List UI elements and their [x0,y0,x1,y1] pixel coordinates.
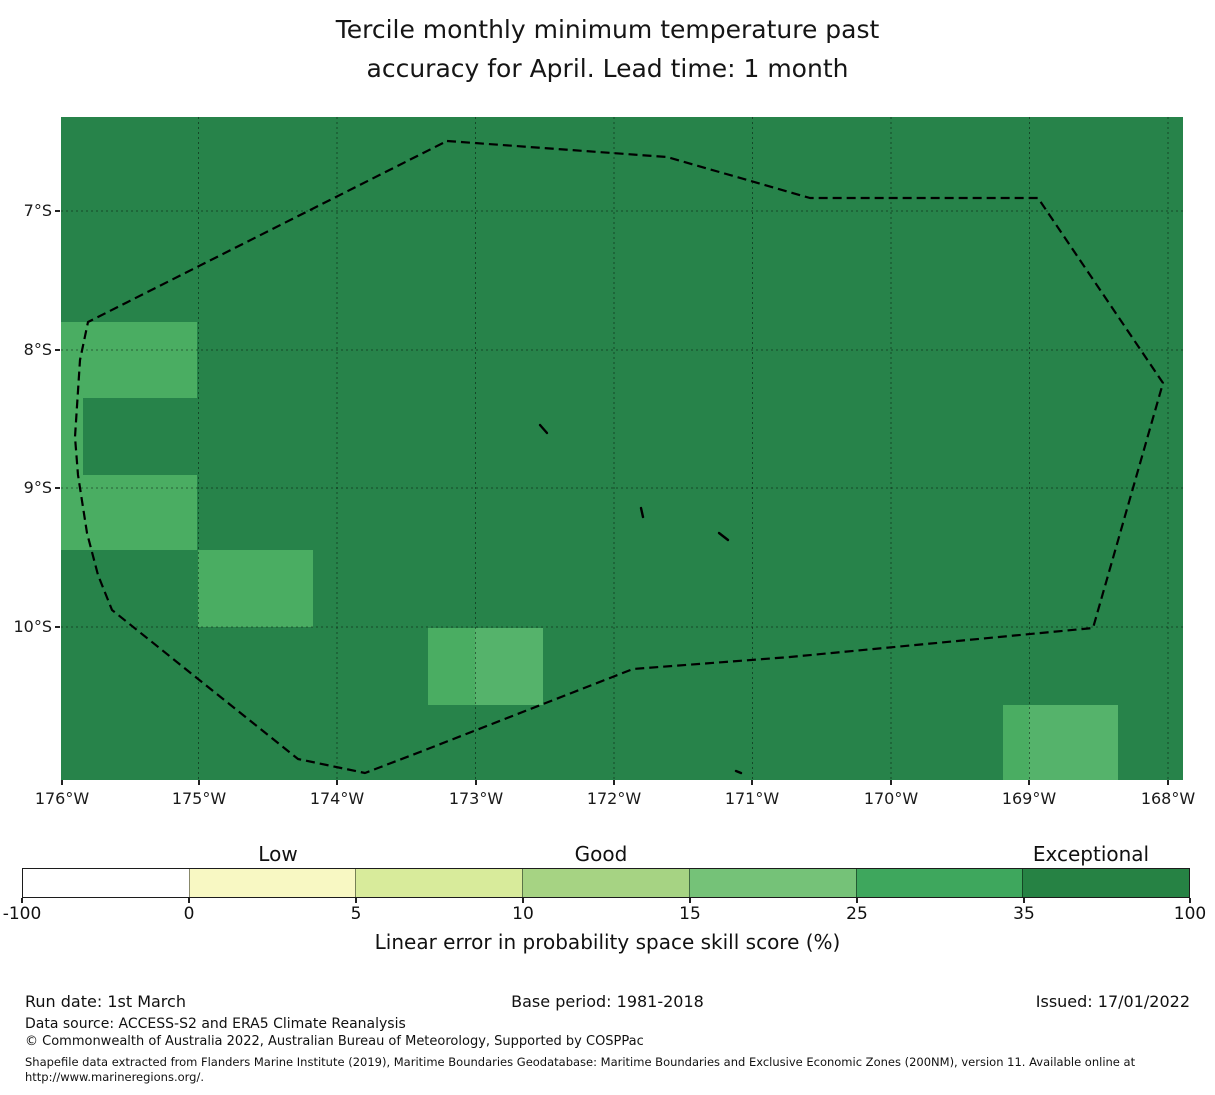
colorbar-segment [688,869,856,897]
colorbar-segment [188,869,356,897]
y-tick-label: 7°S [23,201,52,220]
colorbar-tick-label: 25 [846,904,868,924]
x-tick-label: 176°W [34,789,90,808]
colorbar-segment [355,869,523,897]
chart-title-line1: Tercile monthly minimum temperature past [335,15,880,44]
x-tick-label: 168°W [1140,789,1196,808]
graticule-gridlines [61,117,1183,780]
x-tick-label: 175°W [171,789,227,808]
copyright-text: © Commonwealth of Australia 2022, Austra… [25,1034,644,1049]
colorbar-category-good: Good [574,842,628,866]
y-tickmark [55,349,60,351]
x-tickmark [613,780,615,785]
chart-title: Tercile monthly minimum temperature past… [0,10,1215,88]
colorbar [22,868,1190,898]
colorbar-tick-label: -100 [2,904,42,924]
colorbar-tick-label: 10 [512,904,534,924]
colorbar-tick-label: 0 [183,904,195,924]
colorbar-segment [522,869,689,897]
x-tick-label: 169°W [1001,789,1057,808]
y-tick-label: 10°S [13,617,52,636]
low-skill-cell [1003,705,1029,780]
colorbar-tickmark [21,898,23,903]
colorbar-tickmark [1189,898,1191,903]
colorbar-tickmark [856,898,858,903]
low-skill-cell [61,322,197,398]
colorbar-tick-label: 35 [1013,904,1035,924]
x-tickmark [475,780,477,785]
colorbar-axis-label: Linear error in probability space skill … [374,930,841,954]
colorbar-tick-label: 5 [350,904,362,924]
low-skill-cell [428,628,475,705]
colorbar-tickmark [355,898,357,903]
base-period-text: Base period: 1981-2018 [511,992,704,1011]
colorbar-tickmark [689,898,691,903]
y-tick-label: 9°S [23,478,52,497]
colorbar-segment [1022,869,1190,897]
colorbar-tick-label: 15 [679,904,701,924]
low-skill-cell [1029,705,1118,780]
map-overlay-svg [61,117,1183,780]
x-tickmark [751,780,753,785]
colorbar-category-low: Low [258,842,298,866]
low-skill-cell [198,550,313,627]
run-date-text: Run date: 1st March [25,992,186,1011]
x-tick-label: 171°W [724,789,780,808]
colorbar-tickmark [188,898,190,903]
low-skill-cell [475,628,543,705]
colorbar-tickmark [522,898,524,903]
colorbar-tick-label: 100 [1173,904,1207,924]
y-tick-label: 8°S [23,340,52,359]
x-tickmark [61,780,63,785]
x-tick-label: 172°W [586,789,642,808]
colorbar-category-exceptional: Exceptional [1032,842,1150,866]
x-tick-label: 170°W [863,789,919,808]
island-marks [538,423,743,775]
x-tickmark [1167,780,1169,785]
x-tickmark [1028,780,1030,785]
x-tickmark [198,780,200,785]
colorbar-segment [855,869,1023,897]
map-canvas [61,117,1183,780]
issued-date-text: Issued: 17/01/2022 [1035,992,1190,1011]
y-tickmark [55,487,60,489]
x-tickmark [890,780,892,785]
y-tickmark [55,626,60,628]
x-tick-label: 174°W [309,789,365,808]
y-tickmark [55,210,60,212]
chart-title-line2: accuracy for April. Lead time: 1 month [366,54,849,83]
x-tick-label: 173°W [448,789,504,808]
data-source-text: Data source: ACCESS-S2 and ERA5 Climate … [25,1016,406,1032]
x-tickmark [336,780,338,785]
colorbar-tickmark [1023,898,1025,903]
colorbar-segment [23,869,189,897]
shapefile-note-text: Shapefile data extracted from Flanders M… [25,1055,1136,1084]
eez-boundary-dashed [73,139,1165,775]
